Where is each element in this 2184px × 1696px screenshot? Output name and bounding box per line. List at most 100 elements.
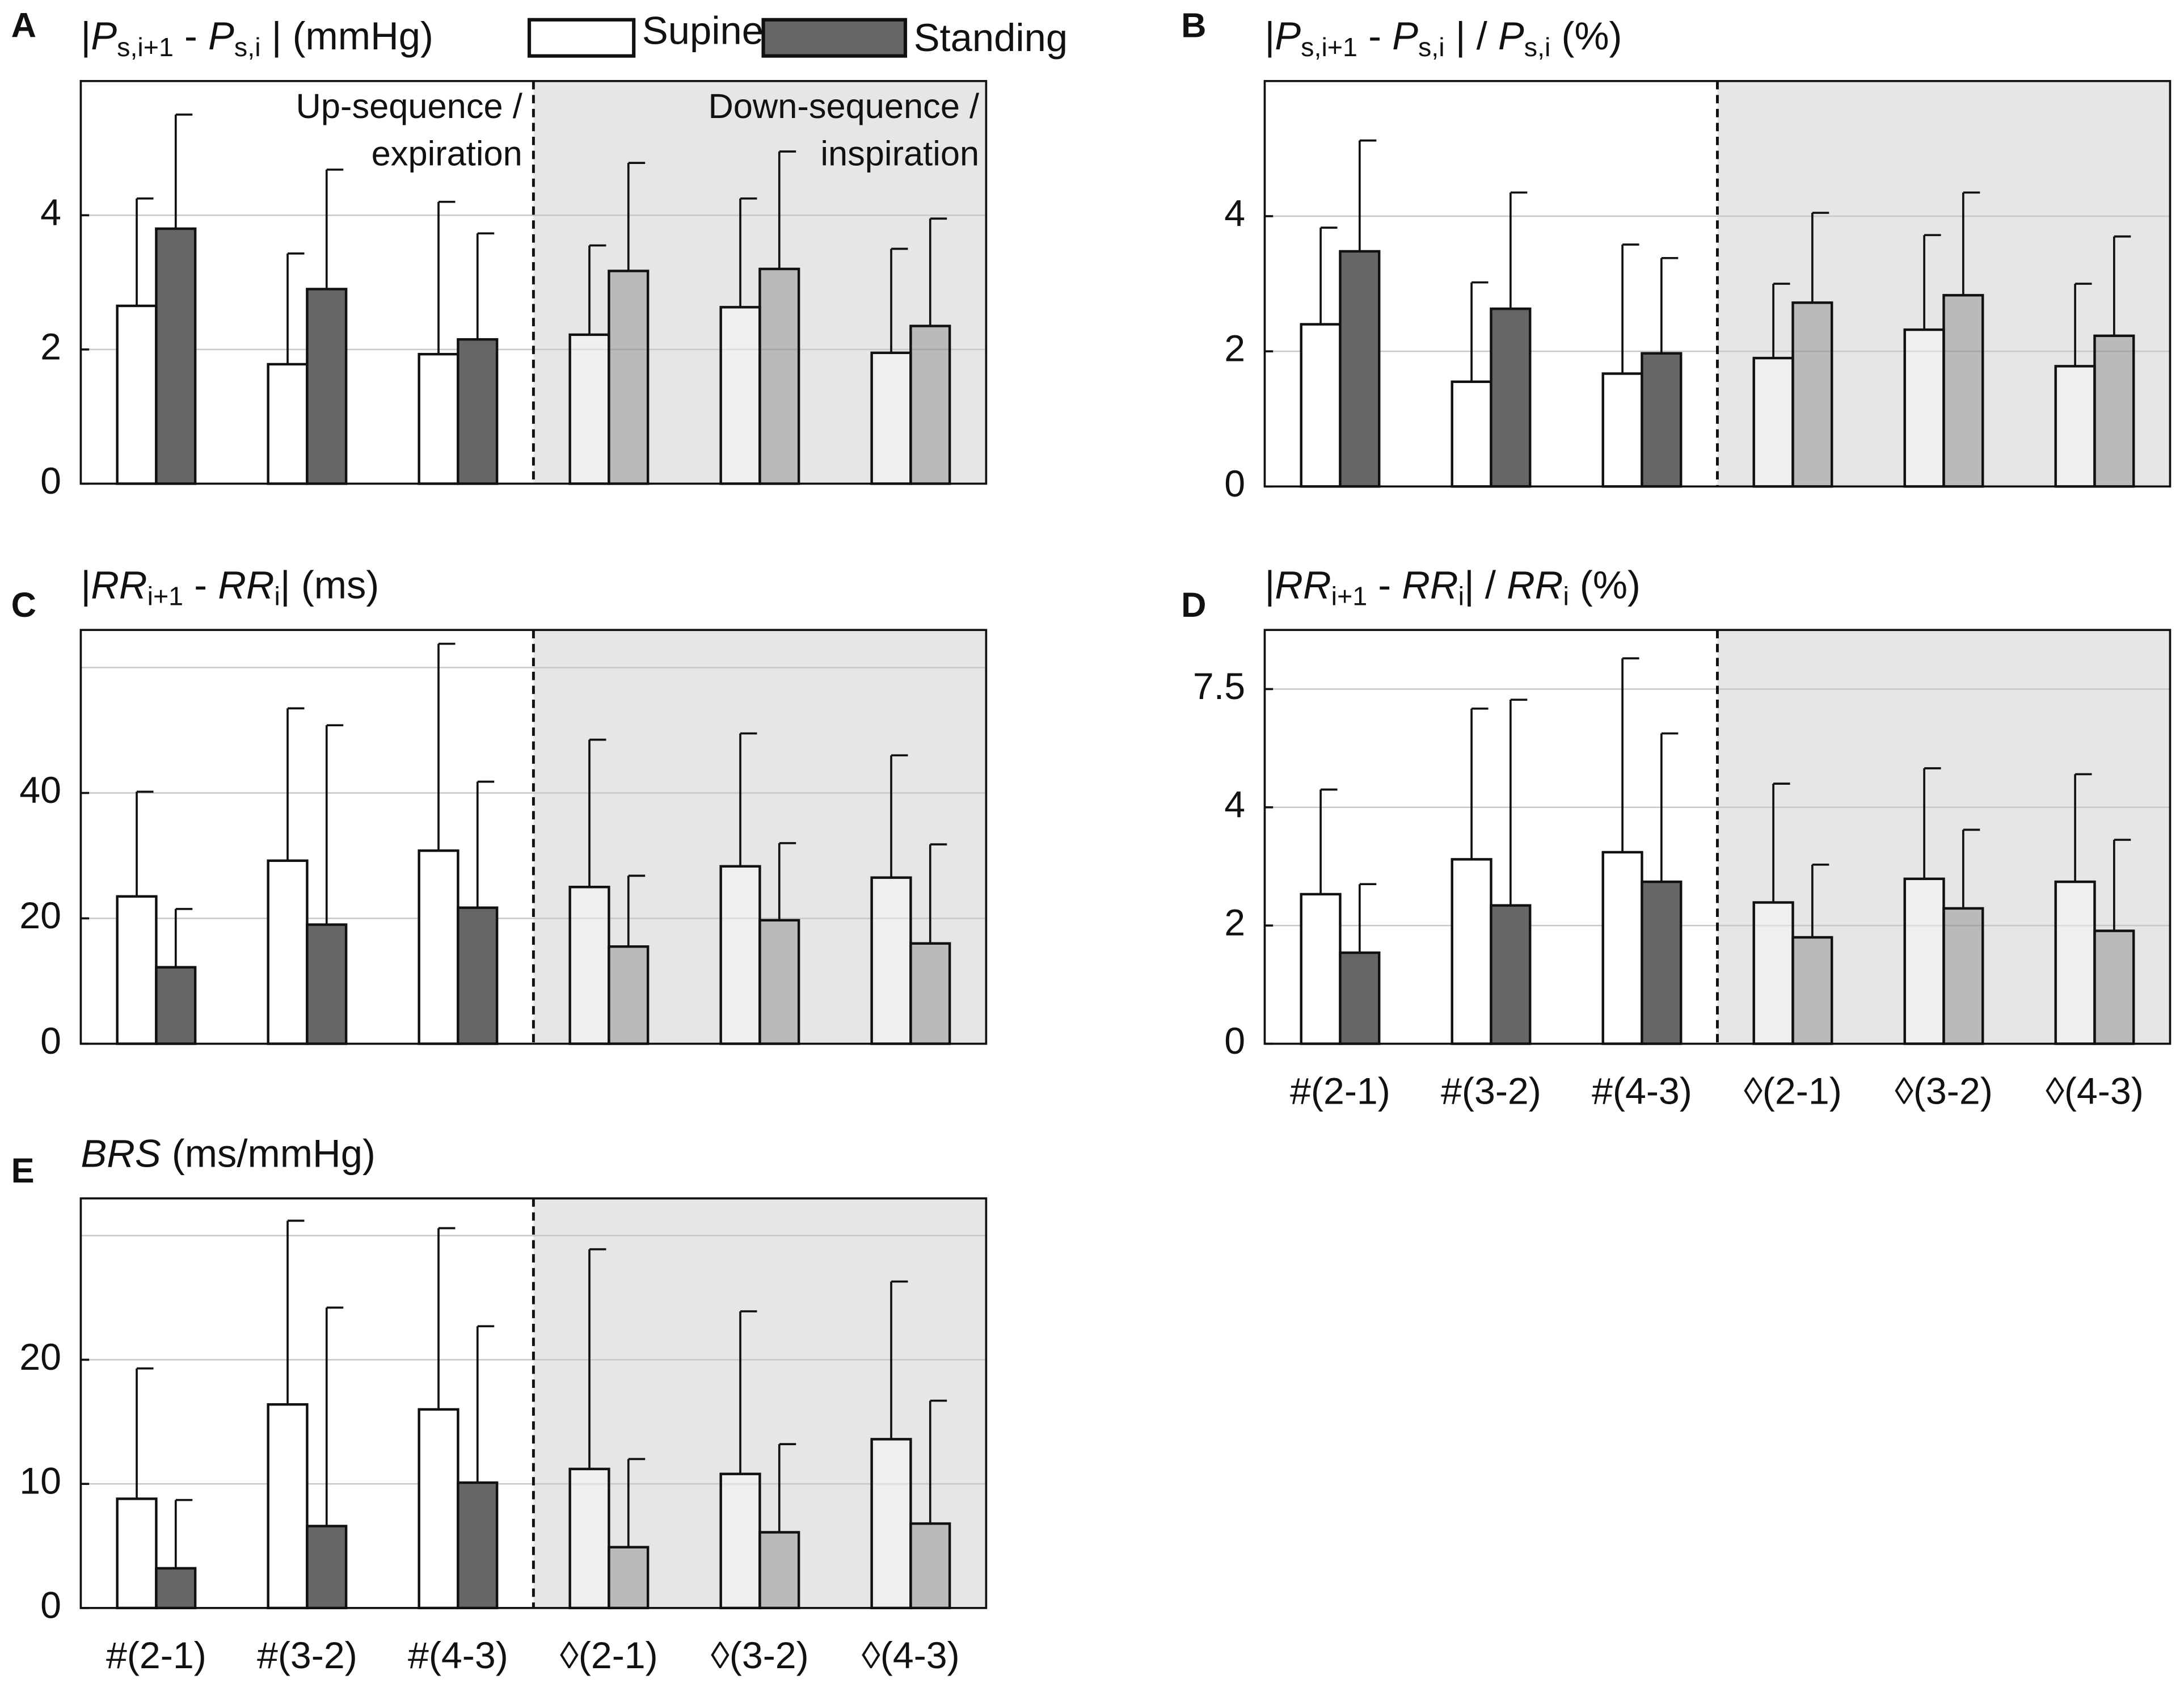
bar — [155, 966, 197, 1045]
y-tick-label: 4 — [40, 192, 61, 234]
bar — [418, 1408, 459, 1610]
bar — [1942, 907, 1984, 1045]
annotation: Up-sequence / — [296, 87, 523, 126]
bar — [568, 333, 610, 485]
bar — [306, 288, 348, 485]
bar — [2054, 365, 2096, 488]
title-part: (%) — [1569, 563, 1641, 607]
bar — [1641, 352, 1683, 488]
title-part: i — [1563, 581, 1569, 611]
bar — [1490, 904, 1532, 1045]
y-tick-label: 20 — [19, 895, 61, 937]
bar — [1791, 301, 1833, 488]
panel-label: A — [11, 6, 36, 45]
x-tick-label: ◊(3-2) — [711, 1635, 809, 1677]
bar — [1641, 880, 1683, 1045]
title-part: RR — [218, 563, 274, 607]
legend-swatch — [527, 18, 636, 58]
plot-frame — [79, 79, 988, 485]
bar — [568, 886, 610, 1045]
bar — [116, 304, 158, 485]
bar — [608, 945, 650, 1045]
annotation: Down-sequence / — [708, 87, 980, 126]
bar — [758, 1531, 800, 1610]
x-tick-label: ◊(4-3) — [862, 1635, 960, 1677]
title-part: RR — [1507, 563, 1563, 607]
y-tick-label: 40 — [19, 769, 61, 811]
bar — [719, 306, 761, 485]
y-tick-label: 20 — [19, 1336, 61, 1378]
title-part: P — [208, 14, 234, 58]
title-part: RR — [91, 563, 147, 607]
title-part: | — [1264, 563, 1275, 607]
bar — [1903, 328, 1945, 488]
panel-label: E — [11, 1151, 35, 1190]
title-part: | (ms) — [280, 563, 379, 607]
title-part: P — [91, 14, 117, 58]
legend-swatch — [761, 18, 908, 58]
title-part: BRS — [81, 1132, 161, 1176]
bar — [2093, 334, 2135, 488]
bar — [1339, 250, 1381, 488]
bar — [267, 363, 309, 485]
x-tick-label: #(3-2) — [1441, 1070, 1541, 1112]
bar — [870, 351, 912, 485]
panel-title: |Ps,i+1 - Ps,i | (mmHg) — [81, 14, 433, 61]
x-tick-label: #(2-1) — [106, 1635, 206, 1677]
title-part: - — [1357, 14, 1392, 58]
title-part: s,i+1 — [117, 32, 174, 62]
y-tick-label: 2 — [1224, 902, 1245, 944]
bar — [608, 270, 650, 485]
bar — [1300, 323, 1342, 488]
y-tick-label: 0 — [40, 460, 61, 502]
bar — [870, 876, 912, 1045]
bar — [155, 227, 197, 485]
title-part: - — [174, 14, 208, 58]
bar — [1601, 851, 1643, 1045]
bar — [155, 1567, 197, 1610]
panel-title: |RRi+1 - RRi| / RRi (%) — [1264, 563, 1640, 611]
y-tick-label: 0 — [40, 1020, 61, 1062]
bar — [116, 1497, 158, 1610]
title-part: | / — [1445, 14, 1498, 58]
y-tick-label: 7.5 — [1193, 666, 1245, 708]
annotation: inspiration — [820, 134, 979, 174]
panel-label: B — [1181, 6, 1206, 45]
x-tick-label: ◊(4-3) — [2046, 1070, 2144, 1112]
bar — [1451, 858, 1492, 1045]
bar — [418, 849, 459, 1045]
bar — [2093, 929, 2135, 1045]
title-part: - — [1367, 563, 1402, 607]
legend-label: Supine — [642, 9, 764, 52]
y-tick-label: 2 — [40, 326, 61, 368]
bar — [116, 895, 158, 1045]
bar — [909, 1522, 951, 1610]
title-part: i — [275, 581, 280, 611]
title-part: - — [183, 563, 218, 607]
plot-frame — [1263, 79, 2172, 488]
title-part: RR — [1402, 563, 1458, 607]
y-tick-label: 4 — [1224, 784, 1245, 826]
title-part: RR — [1275, 563, 1331, 607]
panel-label: D — [1181, 586, 1206, 625]
bar — [1942, 294, 1984, 488]
title-part: s,i+1 — [1301, 32, 1357, 62]
title-part: | / — [1464, 563, 1507, 607]
title-part: i+1 — [147, 581, 184, 611]
bar — [457, 338, 499, 485]
bar — [1601, 372, 1643, 488]
y-tick-label: 10 — [19, 1461, 61, 1503]
bar — [909, 942, 951, 1045]
title-part: P — [1275, 14, 1301, 58]
title-part: | — [81, 14, 91, 58]
bar — [568, 1467, 610, 1610]
title-part: | (mmHg) — [261, 14, 433, 58]
bar — [1903, 877, 1945, 1045]
title-part: P — [1498, 14, 1524, 58]
bar — [758, 919, 800, 1045]
bar — [267, 859, 309, 1045]
panel-title: |Ps,i+1 - Ps,i | / Ps,i (%) — [1264, 14, 1622, 61]
bar — [719, 1472, 761, 1610]
y-tick-label: 2 — [1224, 328, 1245, 370]
